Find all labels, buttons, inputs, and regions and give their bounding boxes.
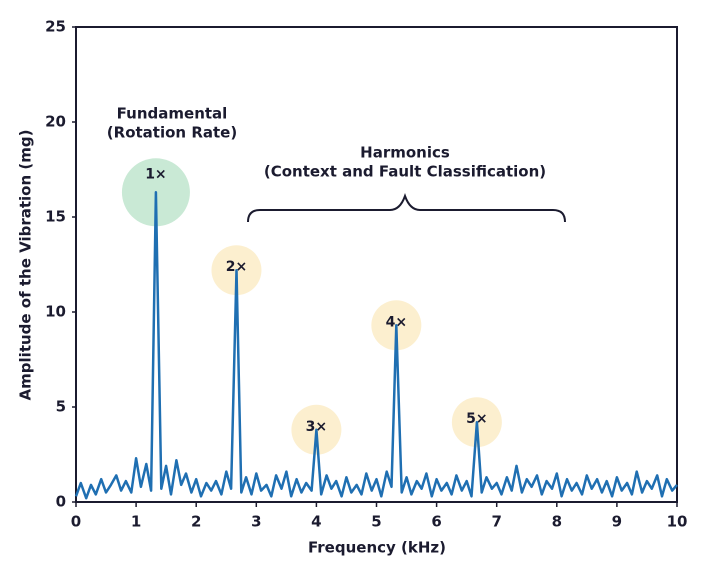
peak-label: 3× xyxy=(306,419,327,435)
y-tick-label: 20 xyxy=(45,113,66,131)
x-tick-label: 9 xyxy=(612,513,622,531)
plot-frame xyxy=(75,26,678,503)
y-tick-label: 0 xyxy=(56,493,66,511)
harmonics-brace xyxy=(247,193,566,223)
y-tick-label: 5 xyxy=(56,398,66,416)
spectrum-line xyxy=(74,191,678,500)
x-tick-label: 4 xyxy=(311,513,321,531)
annotation: (Rotation Rate) xyxy=(107,124,237,142)
x-tick-label: 0 xyxy=(71,513,81,531)
annotation: (Context and Fault Classification) xyxy=(264,163,546,181)
peak-label: 1× xyxy=(145,166,166,182)
peak-label: 2× xyxy=(226,259,247,275)
x-tick-label: 3 xyxy=(251,513,261,531)
x-tick-label: 10 xyxy=(667,513,688,531)
x-tick-label: 6 xyxy=(431,513,441,531)
annotation: Fundamental xyxy=(117,105,228,123)
y-tick-label: 10 xyxy=(45,303,66,321)
annotation: Harmonics xyxy=(360,144,450,162)
y-tick-label: 25 xyxy=(45,18,66,36)
x-tick-label: 2 xyxy=(191,513,201,531)
x-axis-title: Frequency (kHz) xyxy=(308,539,446,557)
x-tick-label: 8 xyxy=(552,513,562,531)
x-tick-label: 7 xyxy=(491,513,501,531)
x-tick-label: 1 xyxy=(131,513,141,531)
y-axis-title: Amplitude of the Vibration (mg) xyxy=(17,130,35,401)
y-tick-label: 15 xyxy=(45,208,66,226)
x-tick-label: 5 xyxy=(371,513,381,531)
peak-markers xyxy=(121,158,502,455)
peak-label: 5× xyxy=(466,411,487,427)
peak-label: 4× xyxy=(386,314,407,330)
